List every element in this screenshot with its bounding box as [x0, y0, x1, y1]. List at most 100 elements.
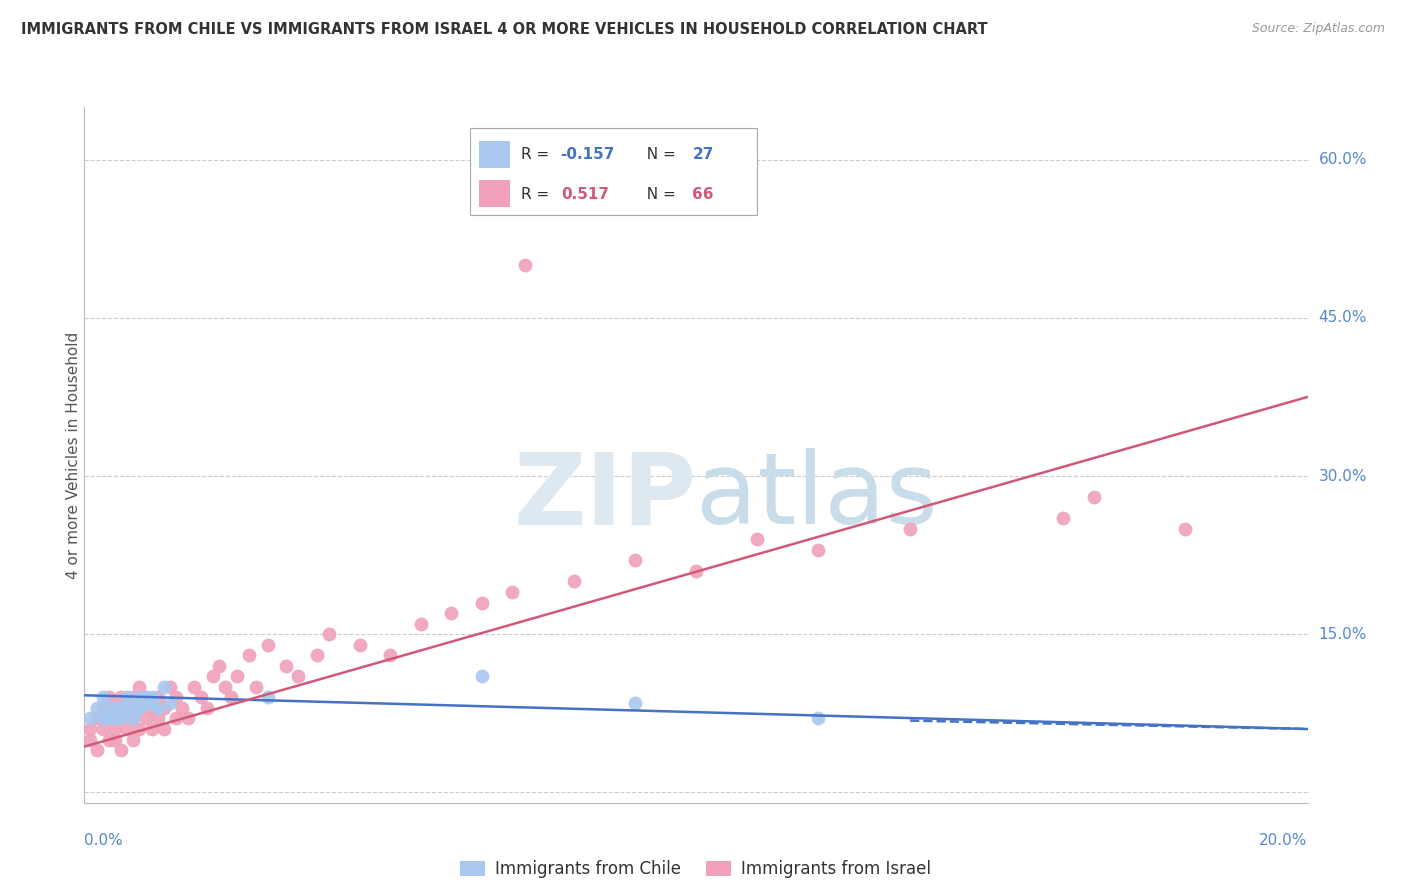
Y-axis label: 4 or more Vehicles in Household: 4 or more Vehicles in Household [66, 331, 80, 579]
Point [104, 732, 127, 747]
Point [115, 690, 138, 705]
Point [122, 711, 145, 725]
Point [115, 722, 138, 736]
Point [287, 669, 309, 683]
Point [97, 711, 120, 725]
Text: atlas: atlas [696, 448, 938, 545]
Point [135, 690, 157, 705]
Point [97, 732, 120, 747]
Point [86, 743, 108, 757]
Point [135, 690, 157, 705]
Bar [479, 141, 510, 168]
Point [79, 732, 101, 747]
Point [226, 669, 249, 683]
Point [128, 722, 150, 736]
Point [159, 696, 181, 710]
Point [177, 711, 200, 725]
Point [79, 711, 101, 725]
Point [245, 680, 267, 694]
Point [146, 690, 169, 705]
Text: N =: N = [637, 186, 681, 202]
Text: -0.157: -0.157 [560, 147, 614, 161]
Point [159, 680, 181, 694]
Text: 30.0%: 30.0% [1319, 468, 1367, 483]
Point [122, 690, 145, 705]
Point [208, 658, 231, 673]
Point [807, 711, 830, 725]
Point [128, 701, 150, 715]
Text: 0.0%: 0.0% [84, 833, 124, 848]
Point [257, 638, 280, 652]
Point [153, 701, 176, 715]
Legend: Immigrants from Chile, Immigrants from Israel: Immigrants from Chile, Immigrants from I… [454, 854, 938, 885]
Point [110, 711, 132, 725]
Point [201, 669, 224, 683]
Point [79, 722, 101, 736]
Point [110, 701, 132, 715]
Point [86, 701, 108, 715]
Text: N =: N = [637, 147, 681, 161]
Point [141, 696, 163, 710]
Point [276, 658, 298, 673]
Text: IMMIGRANTS FROM CHILE VS IMMIGRANTS FROM ISRAEL 4 OR MORE VEHICLES IN HOUSEHOLD : IMMIGRANTS FROM CHILE VS IMMIGRANTS FROM… [21, 22, 987, 37]
Point [409, 616, 432, 631]
Point [513, 258, 536, 272]
Point [165, 690, 187, 705]
Point [97, 711, 120, 725]
Point [1083, 490, 1105, 504]
Point [257, 690, 280, 705]
Point [183, 680, 205, 694]
Point [305, 648, 328, 663]
Point [153, 680, 176, 694]
Point [135, 711, 157, 725]
Point [1174, 522, 1197, 536]
Point [104, 701, 127, 715]
Point [685, 564, 707, 578]
Point [141, 690, 163, 705]
Point [195, 701, 218, 715]
Point [97, 701, 120, 715]
Point [128, 701, 150, 715]
Point [153, 722, 176, 736]
Bar [479, 180, 510, 207]
Text: R =: R = [522, 186, 560, 202]
Text: ZIP: ZIP [513, 448, 696, 545]
Point [1052, 511, 1074, 525]
Text: 45.0%: 45.0% [1319, 310, 1367, 326]
Point [165, 711, 187, 725]
Point [318, 627, 340, 641]
Point [141, 722, 163, 736]
Point [214, 680, 236, 694]
Point [115, 701, 138, 715]
Point [440, 606, 463, 620]
Text: 20.0%: 20.0% [1260, 833, 1308, 848]
Point [238, 648, 260, 663]
Text: R =: R = [522, 147, 554, 161]
Point [91, 690, 114, 705]
Point [86, 711, 108, 725]
Point [562, 574, 585, 589]
Point [122, 732, 145, 747]
Point [190, 690, 212, 705]
Point [146, 701, 169, 715]
Point [135, 696, 157, 710]
Point [128, 680, 150, 694]
FancyBboxPatch shape [470, 128, 758, 215]
Text: 15.0%: 15.0% [1319, 627, 1367, 641]
Point [141, 701, 163, 715]
Point [624, 696, 647, 710]
Text: 60.0%: 60.0% [1319, 153, 1367, 167]
Point [91, 701, 114, 715]
Point [349, 638, 371, 652]
Point [502, 585, 524, 599]
Point [122, 711, 145, 725]
Point [471, 669, 494, 683]
Point [747, 533, 769, 547]
Point [380, 648, 402, 663]
Point [471, 595, 494, 609]
Point [110, 711, 132, 725]
Text: 27: 27 [692, 147, 714, 161]
Point [898, 522, 921, 536]
Point [146, 711, 169, 725]
Point [172, 701, 194, 715]
